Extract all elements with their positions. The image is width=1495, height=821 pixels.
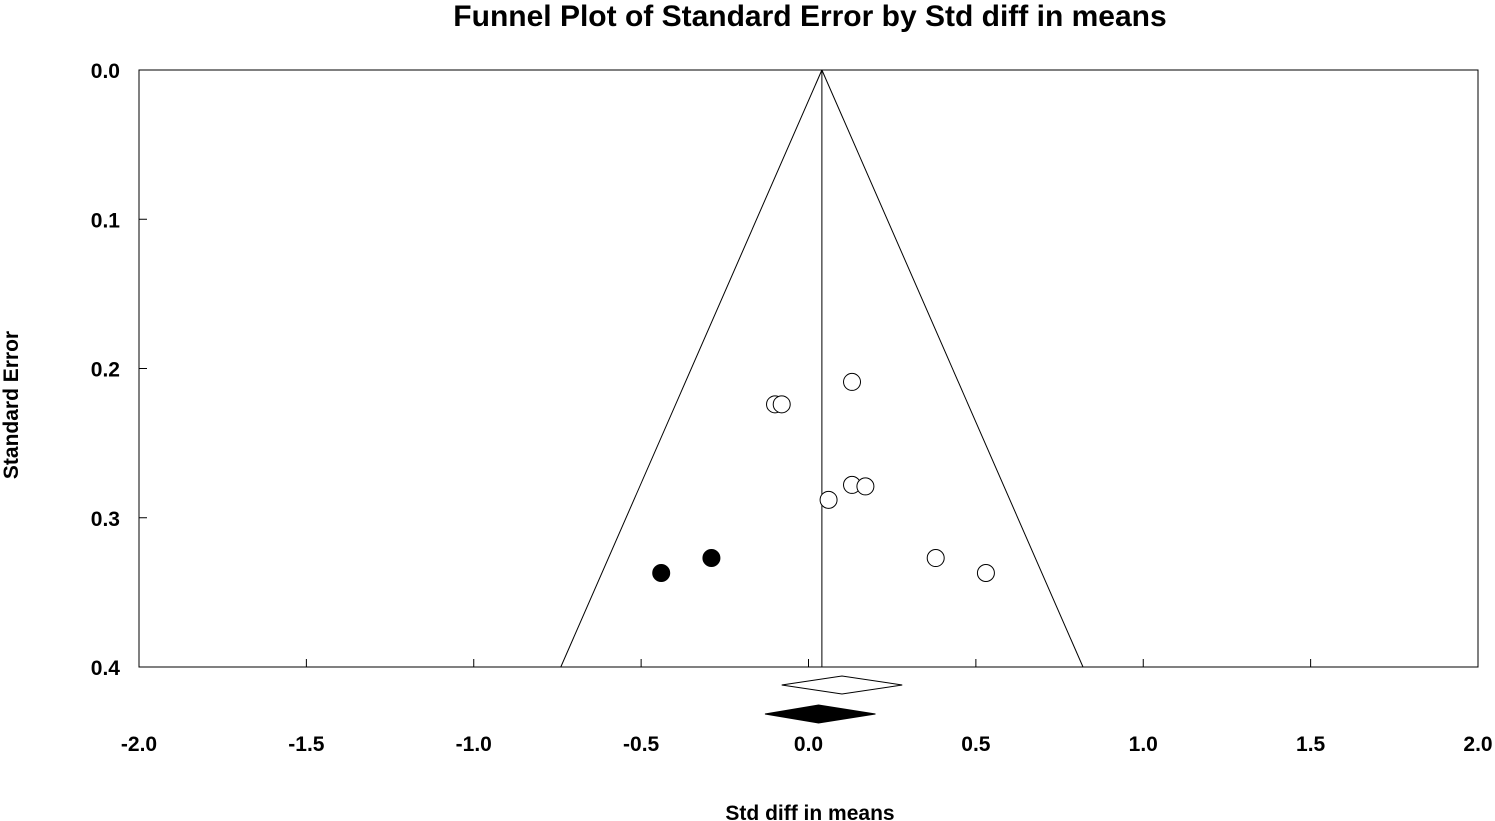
x-axis: -2.0 -1.5 -1.0 -0.5 0.0 0.5 1.0 1.5 2.0 [121,659,1493,756]
imputed-study-point [702,549,721,568]
study-point [843,372,862,391]
adjusted-summary-diamond [764,704,876,724]
x-axis-label: Std diff in means [725,802,894,821]
y-axis: 0.0 0.1 0.2 0.3 0.4 [91,60,147,680]
y-tick-label: 0.0 [91,60,120,83]
chart-title: Funnel Plot of Standard Error by Std dif… [453,0,1166,33]
summary-diamonds [764,675,903,724]
study-point [856,477,875,496]
x-tick-label: 0.5 [961,733,991,756]
study-point [772,395,791,414]
funnel-right-line [821,69,1084,668]
x-tick-label: -0.5 [623,733,660,756]
y-tick-label: 0.1 [91,209,121,232]
y-tick-label: 0.2 [91,359,120,382]
x-tick-label: -1.0 [456,733,492,756]
plot-area [138,69,1479,668]
observed-summary-diamond [781,675,903,695]
x-tick-label: 0.0 [794,733,823,756]
x-tick-label: 2.0 [1463,733,1492,756]
study-points [652,372,995,582]
x-tick-label: 1.0 [1129,733,1158,756]
y-tick-label: 0.3 [91,508,120,531]
x-tick-label: 1.5 [1296,733,1326,756]
y-axis-label: Standard Error [0,331,23,479]
study-point [819,490,838,509]
study-point [926,549,945,568]
imputed-study-point [652,563,671,582]
funnel-lines [560,69,1084,668]
funnel-left-line [560,69,823,668]
study-point [976,563,995,582]
x-tick-label: -2.0 [121,733,157,756]
y-tick-label: 0.4 [91,657,121,680]
x-tick-label: -1.5 [288,733,325,756]
